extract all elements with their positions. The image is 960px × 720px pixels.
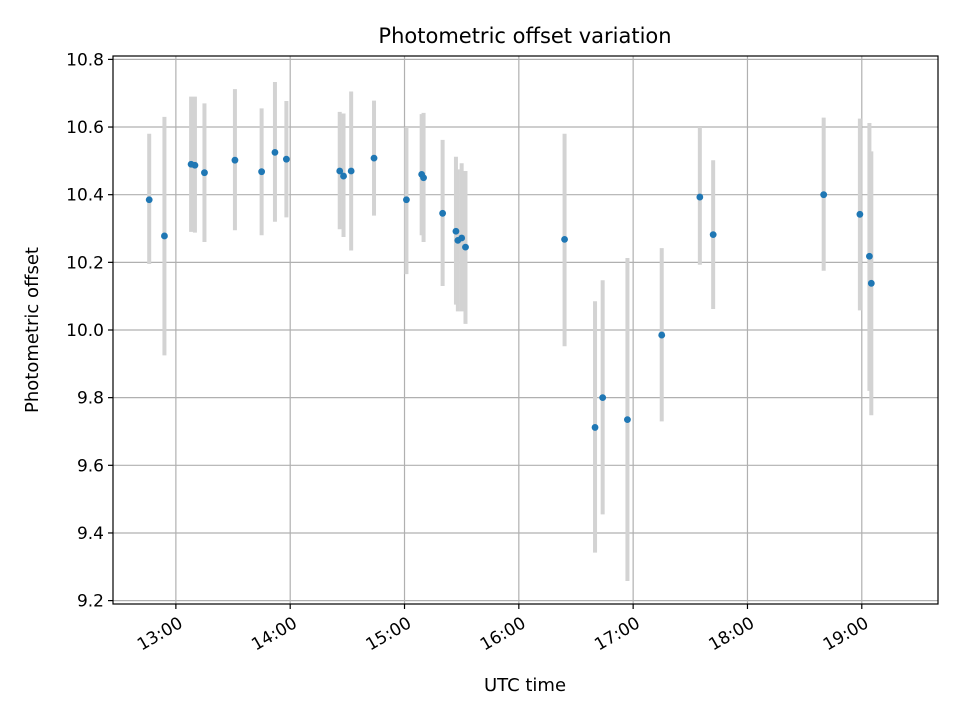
- data-point: [658, 331, 666, 339]
- data-point: [856, 210, 864, 218]
- data-point: [462, 243, 469, 251]
- chart-title: Photometric offset variation: [378, 24, 671, 48]
- x-axis-label: UTC time: [484, 675, 566, 696]
- data-point: [201, 169, 208, 177]
- x-tick-label: 13:00: [134, 613, 186, 655]
- tick-layer: 13:00 14:00 15:00 16:00 17:00 18:00 19:00 9.2 9.…: [66, 50, 872, 655]
- data-point: [336, 167, 344, 175]
- data-point: [458, 234, 466, 242]
- y-tick-label: 10.6: [66, 118, 104, 138]
- data-point: [452, 227, 460, 235]
- data-point: [258, 168, 266, 176]
- data-point: [403, 196, 410, 204]
- data-point: [161, 232, 168, 240]
- data-point: [867, 279, 875, 287]
- data-point: [561, 235, 568, 243]
- y-tick-label: 10.8: [66, 50, 104, 70]
- y-tick-label: 9.4: [77, 524, 104, 544]
- data-point: [271, 149, 279, 156]
- y-tick-label: 9.2: [77, 592, 104, 612]
- data-point: [231, 156, 239, 164]
- data-point: [866, 252, 873, 260]
- y-tick-label: 10.4: [66, 186, 104, 206]
- x-tick-label: 18:00: [706, 613, 758, 655]
- y-axis-label: Photometric offset: [22, 247, 43, 413]
- x-tick-label: 16:00: [477, 613, 529, 655]
- x-tick-label: 14:00: [248, 613, 300, 655]
- x-tick-label: 15:00: [363, 613, 415, 655]
- data-point: [599, 394, 607, 402]
- data-point: [370, 154, 378, 162]
- data-point: [591, 424, 599, 431]
- x-tick-label: 19:00: [820, 613, 872, 655]
- data-point: [439, 209, 447, 217]
- data-point: [624, 416, 631, 424]
- data-point: [709, 231, 717, 239]
- data-point: [191, 161, 199, 169]
- point-layer: [145, 149, 875, 431]
- data-point: [282, 155, 290, 163]
- data-point: [347, 167, 355, 175]
- x-tick-label: 17:00: [591, 613, 643, 655]
- errorbar-layer: [147, 82, 874, 581]
- grid-layer: [113, 56, 938, 604]
- data-point: [820, 191, 828, 199]
- data-point: [340, 172, 347, 180]
- y-tick-label: 10.0: [66, 321, 104, 341]
- y-tick-label: 9.8: [77, 389, 104, 409]
- data-point: [696, 193, 704, 201]
- data-point: [420, 174, 427, 182]
- data-point: [145, 196, 153, 204]
- y-tick-label: 10.2: [66, 253, 104, 273]
- y-tick-label: 9.6: [77, 456, 104, 476]
